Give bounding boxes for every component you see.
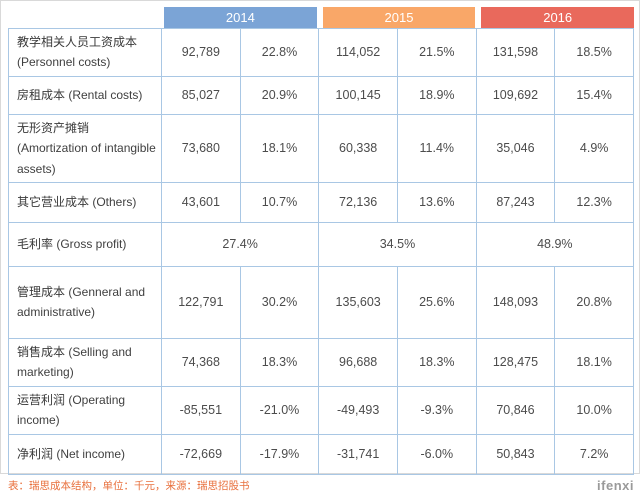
table-row: 管理成本 (Genneral and administrative) 122,79… xyxy=(8,265,634,339)
cost-structure-figure: 2014 2015 2016 教学相关人员工资成本 (Personnel cos… xyxy=(8,7,635,497)
row-label-cn: 无形资产摊销 xyxy=(17,120,90,135)
row-label: 其它营业成本 (Others) xyxy=(8,181,162,223)
value-cell: 85,027 xyxy=(161,75,241,115)
value-cell: 72,136 xyxy=(318,181,398,223)
value-cell: 131,598 xyxy=(475,28,556,77)
row-label-cn: 房租成本 xyxy=(17,88,69,103)
value-cell: -72,669 xyxy=(161,433,241,475)
value-cell: 114,052 xyxy=(318,28,398,77)
value-cell: 18.9% xyxy=(396,75,477,115)
table-row: 销售成本 (Selling and marketing) 74,368 18.3% 9… xyxy=(8,337,634,387)
value-cell: 10.0% xyxy=(554,385,634,435)
value-cell: 18.5% xyxy=(554,28,634,77)
value-cell: 27.4% xyxy=(160,221,320,267)
value-cell: 74,368 xyxy=(161,337,241,387)
value-cell: 48.9% xyxy=(475,221,635,267)
value-cell: 10.7% xyxy=(239,181,320,223)
value-cell: 12.3% xyxy=(554,181,634,223)
value-cell: 96,688 xyxy=(318,337,398,387)
value-cell: 122,791 xyxy=(161,265,241,339)
row-label-cn: 管理成本 xyxy=(17,285,69,300)
year-header-row: 2014 2015 2016 xyxy=(8,7,635,28)
value-cell: 21.5% xyxy=(396,28,477,77)
value-cell: 148,093 xyxy=(475,265,556,339)
table-row: 毛利率 (Gross profit) 27.4% 34.5% 48.9% xyxy=(8,221,635,267)
table-row: 房租成本 (Rental costs) 85,027 20.9% 100,145 18.… xyxy=(8,75,634,115)
row-label-en: (Genneral and administrative) xyxy=(17,285,146,320)
value-cell: 11.4% xyxy=(396,113,477,183)
value-cell: 100,145 xyxy=(318,75,398,115)
value-cell: 50,843 xyxy=(475,433,556,475)
value-cell: 92,789 xyxy=(161,28,241,77)
year-header-2014: 2014 xyxy=(164,7,317,28)
table-row: 无形资产摊销 (Amortization of intangible asset… xyxy=(8,113,634,183)
value-cell: 7.2% xyxy=(554,433,634,475)
value-cell: 35,046 xyxy=(475,113,556,183)
table-row: 教学相关人员工资成本 (Personnel costs) 92,789 22.8% 1… xyxy=(8,28,634,77)
year-header-2016: 2016 xyxy=(481,7,635,28)
row-label: 管理成本 (Genneral and administrative) xyxy=(8,265,162,339)
value-cell: 15.4% xyxy=(554,75,634,115)
row-label: 无形资产摊销 (Amortization of intangible asset… xyxy=(8,113,162,183)
value-cell: 128,475 xyxy=(475,337,556,387)
header-spacer xyxy=(8,7,161,28)
value-cell: -85,551 xyxy=(161,385,241,435)
value-cell: -6.0% xyxy=(396,433,477,475)
value-cell: 34.5% xyxy=(318,221,477,267)
value-cell: 18.1% xyxy=(554,337,634,387)
ifenxi-logo: ifenxi xyxy=(597,478,634,494)
row-label: 运营利润 (Operating income) xyxy=(8,385,162,435)
row-label: 销售成本 (Selling and marketing) xyxy=(8,337,162,387)
value-cell: -9.3% xyxy=(396,385,477,435)
row-label: 房租成本 (Rental costs) xyxy=(8,75,162,115)
value-cell: 18.1% xyxy=(239,113,320,183)
value-cell: -17.9% xyxy=(239,433,320,475)
value-cell: -21.0% xyxy=(239,385,320,435)
value-cell: 73,680 xyxy=(161,113,241,183)
value-cell: 30.2% xyxy=(239,265,320,339)
row-label-en: (Operating income) xyxy=(17,392,126,428)
row-label-en: (Amortization of intangible assets) xyxy=(17,141,156,176)
value-cell: 18.3% xyxy=(396,337,477,387)
value-cell: 25.6% xyxy=(396,265,477,339)
value-cell: 20.9% xyxy=(239,75,320,115)
row-label-cn: 教学相关人员工资成本 xyxy=(17,35,138,49)
value-cell: 22.8% xyxy=(239,28,320,77)
value-cell: 43,601 xyxy=(161,181,241,223)
table-caption: 表：瑞思成本结构，单位：千元，来源：瑞思招股书 xyxy=(8,480,250,493)
table-row: 运营利润 (Operating income) -85,551 -21.0% -49,… xyxy=(8,385,634,435)
year-header-2015: 2015 xyxy=(322,7,476,28)
row-label-en: (Personnel costs) xyxy=(17,55,111,70)
row-label-cn: 运营利润 xyxy=(17,392,69,407)
value-cell: 70,846 xyxy=(475,385,556,435)
table-row: 净利润 (Net income) -72,669 -17.9% -31,741 -6.0… xyxy=(8,433,634,475)
value-cell: 60,338 xyxy=(318,113,398,183)
row-label-cn: 销售成本 xyxy=(17,344,69,359)
value-cell: 18.3% xyxy=(239,337,320,387)
row-label: 净利润 (Net income) xyxy=(8,433,162,475)
row-label-en: (Net income) xyxy=(56,446,126,461)
row-label-en: (Others) xyxy=(92,195,137,210)
figure-footer: 表：瑞思成本结构，单位：千元，来源：瑞思招股书 ifenxi xyxy=(8,475,634,497)
table-row: 其它营业成本 (Others) 43,601 10.7% 72,136 13.6% 87,… xyxy=(8,181,634,223)
row-label-en: (Selling and marketing) xyxy=(17,344,132,380)
value-cell: 20.8% xyxy=(554,265,634,339)
row-label-cn: 其它营业成本 xyxy=(17,195,93,210)
value-cell: -31,741 xyxy=(318,433,398,475)
value-cell: -49,493 xyxy=(318,385,398,435)
value-cell: 109,692 xyxy=(475,75,556,115)
row-label: 教学相关人员工资成本 (Personnel costs) xyxy=(8,28,162,77)
value-cell: 135,603 xyxy=(318,265,398,339)
row-label-en: (Rental costs) xyxy=(68,88,143,103)
cost-structure-table: 教学相关人员工资成本 (Personnel costs) 92,789 22.8% 1… xyxy=(8,28,635,475)
value-cell: 87,243 xyxy=(475,181,556,223)
row-label: 毛利率 (Gross profit) xyxy=(8,221,162,267)
row-label-cn: 毛利率 xyxy=(17,237,57,252)
value-cell: 13.6% xyxy=(396,181,477,223)
row-label-en: (Gross profit) xyxy=(56,237,127,252)
row-label-cn: 净利润 xyxy=(17,446,57,461)
value-cell: 4.9% xyxy=(554,113,634,183)
